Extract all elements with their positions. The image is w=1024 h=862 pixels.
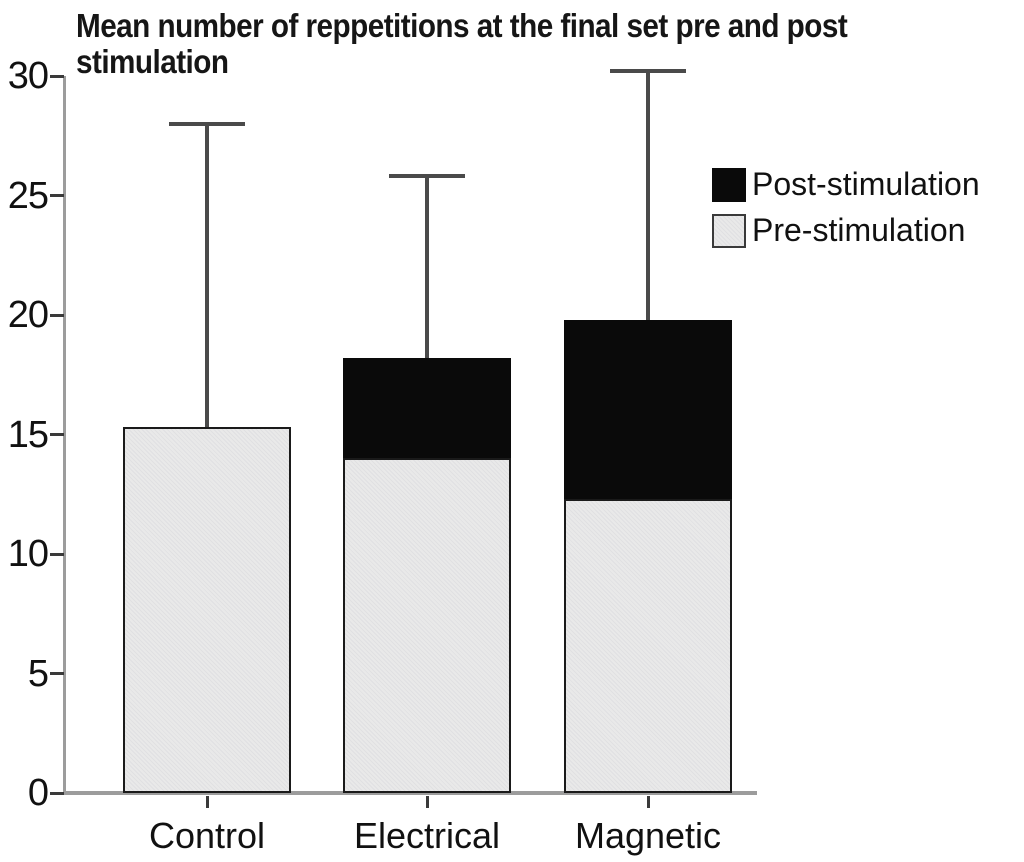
bar-post-stimulation-magnetic xyxy=(564,319,732,500)
y-axis-line xyxy=(63,76,66,795)
x-axis-label-magnetic: Magnetic xyxy=(574,815,722,856)
error-bar-cap xyxy=(610,69,686,74)
y-tick-mark xyxy=(50,313,64,317)
legend-swatch-post-stimulation xyxy=(712,167,746,202)
x-axis-label-electrical: Electrical xyxy=(353,815,501,856)
x-tick-mark xyxy=(425,796,429,808)
y-tick-label: 5 xyxy=(27,652,49,695)
chart-title-line1: Mean number of reppetitions at the final… xyxy=(76,7,848,44)
x-tick-mark xyxy=(205,796,209,808)
y-tick-label: 10 xyxy=(7,533,49,575)
legend-item-post-stimulation: Post-stimulation xyxy=(712,166,980,203)
x-tick-mark xyxy=(646,796,650,808)
y-tick-label: 25 xyxy=(7,174,49,217)
error-bar-cap xyxy=(389,174,465,179)
error-bar-line xyxy=(646,71,650,320)
error-bar-line xyxy=(425,176,429,358)
x-axis-label-control: Control xyxy=(148,815,266,856)
bar-pre-stimulation-magnetic xyxy=(564,499,732,793)
y-tick-mark xyxy=(50,791,64,795)
x-axis-line xyxy=(63,791,757,795)
legend: Post-stimulation Pre-stimulation xyxy=(712,166,980,258)
chart-title-line2: stimulation xyxy=(76,43,229,80)
bar-pre-stimulation-control xyxy=(123,427,291,793)
y-tick-label: 30 xyxy=(7,55,49,97)
legend-item-pre-stimulation: Pre-stimulation xyxy=(712,212,980,249)
error-bar-line xyxy=(205,123,209,428)
y-tick-mark xyxy=(50,74,64,78)
legend-swatch-pre-stimulation xyxy=(712,213,746,248)
y-tick-mark xyxy=(50,672,64,675)
chart-title: Mean number of reppetitions at the final… xyxy=(76,8,1024,80)
y-tick-mark xyxy=(50,433,64,436)
bar-pre-stimulation-electrical xyxy=(343,458,511,793)
y-tick-mark xyxy=(50,194,64,197)
legend-label-pre-stimulation: Pre-stimulation xyxy=(752,212,966,248)
y-tick-label: 0 xyxy=(27,772,49,814)
legend-label-post-stimulation: Post-stimulation xyxy=(752,166,980,202)
y-tick-label: 20 xyxy=(7,294,49,336)
bar-post-stimulation-electrical xyxy=(343,358,511,459)
y-tick-label: 15 xyxy=(7,413,49,456)
error-bar-cap xyxy=(169,121,245,126)
y-tick-mark xyxy=(50,552,64,556)
